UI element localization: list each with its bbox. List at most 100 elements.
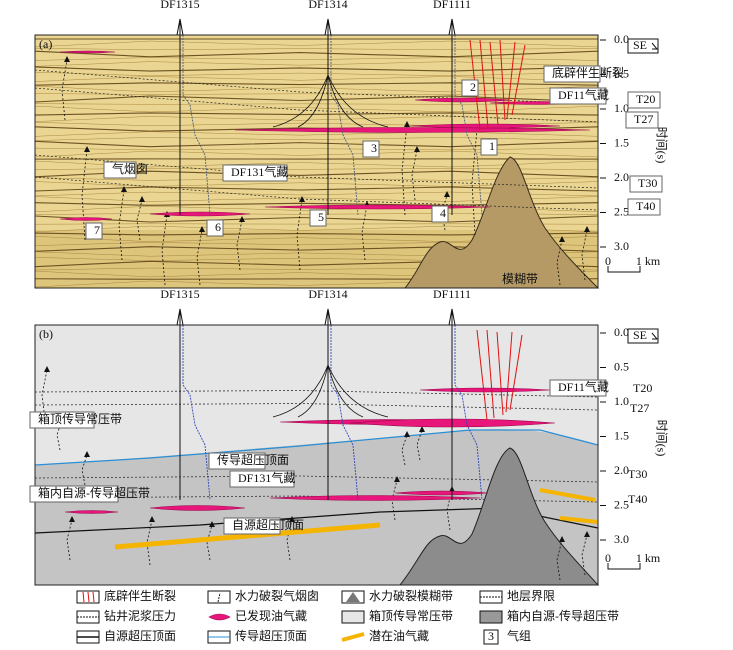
label: (a): [39, 37, 52, 51]
label: T30: [628, 467, 647, 481]
label: 1 km: [636, 254, 661, 268]
seismic-reflector: [34, 137, 599, 141]
diapir-fault: [489, 41, 499, 126]
label: SE: [633, 38, 647, 52]
label: DF1314: [308, 0, 347, 11]
seismic-reflector: [34, 66, 599, 72]
chimney-arrow: [69, 516, 75, 522]
blur-zone: [403, 156, 600, 289]
direction-box: [627, 328, 659, 344]
stratum-boundary: [34, 390, 599, 398]
gas-chimney: [66, 519, 73, 561]
label-box: [206, 219, 224, 237]
chimney-arrow: [64, 56, 70, 62]
gas-chimney: [136, 199, 143, 241]
gas-reservoir: [414, 97, 511, 103]
chimney-arrow: [444, 191, 450, 197]
chimney-arrow: [404, 121, 410, 127]
label: 传导超压顶面: [217, 452, 289, 467]
gas-reservoir: [409, 123, 561, 129]
chimney-arrow: [84, 451, 90, 457]
gas-reservoir: [208, 613, 231, 621]
legend-icon: [479, 610, 503, 624]
gas-reservoir: [234, 127, 591, 133]
label-box: [549, 87, 607, 105]
label: 1 km: [636, 551, 661, 565]
label-box: [29, 485, 119, 503]
label: T20: [633, 381, 652, 395]
label-box: [362, 140, 380, 158]
chimney-arrow: [44, 366, 50, 372]
chimney-arrow: [299, 196, 305, 202]
label: T20: [636, 92, 655, 106]
label: 水力破裂气烟囱: [235, 588, 319, 603]
direction-box: [627, 38, 659, 54]
label: DF1315: [160, 0, 199, 11]
legend-icon: [92, 591, 95, 603]
diapir-fault: [499, 39, 506, 121]
label: 1.5: [614, 135, 629, 149]
seismic-reflector: [34, 150, 599, 158]
label: 3.0: [614, 532, 629, 546]
label: 2.5: [614, 204, 629, 218]
chimney-curve: [272, 74, 329, 128]
label-box: [309, 209, 327, 227]
label: 时间(s): [654, 127, 668, 164]
label: 自源超压顶面: [104, 628, 176, 643]
label: 1.0: [614, 394, 629, 408]
label-box: [29, 411, 95, 429]
label: 水力破裂模糊带: [369, 588, 453, 603]
label: 6: [215, 220, 221, 234]
diapir-fault: [476, 329, 488, 421]
label: 箱顶传导常压带: [38, 411, 122, 426]
label: 钻井泥浆压力: [104, 608, 176, 623]
mud-pressure: [454, 35, 483, 216]
gas-chimney: [81, 149, 88, 241]
mud-pressure: [454, 325, 483, 501]
label: 地层界限: [507, 589, 555, 603]
legend-icon: [87, 591, 90, 603]
conductive-overpressure-top: [34, 429, 599, 466]
label: DF131气藏: [238, 470, 295, 485]
seismic-reflector: [34, 57, 599, 61]
label-box: [627, 198, 661, 216]
label: DF11气藏: [558, 87, 609, 102]
label: DF1111: [433, 287, 471, 301]
legend-icon: [207, 590, 231, 604]
label: 0: [605, 254, 611, 268]
gas-chimney: [411, 149, 418, 201]
label-box: [223, 517, 281, 535]
seismic-reflector: [34, 147, 599, 151]
label-box: [431, 205, 449, 223]
gas-chimney: [196, 229, 203, 286]
label: 时间(s): [654, 420, 668, 457]
chimney-arrow: [84, 146, 90, 152]
label: 2.0: [614, 463, 629, 477]
label: 1: [489, 139, 495, 153]
label-box: [85, 222, 103, 240]
diapir-fault: [511, 44, 526, 116]
chimney-curve: [327, 364, 364, 418]
label-box: [103, 161, 137, 179]
chimney-curve: [327, 74, 364, 128]
label: 已发现油气藏: [235, 608, 307, 623]
label: 箱内自源-传导超压带: [507, 608, 619, 623]
chimney-arrow: [559, 236, 565, 242]
seismic-reflector: [34, 95, 599, 103]
label: T40: [636, 199, 655, 213]
gas-reservoir: [59, 217, 113, 221]
direction-arrow: [651, 42, 659, 50]
label: 底辟伴生断裂: [552, 65, 624, 80]
label-box: [222, 164, 288, 182]
chimney-arrow: [414, 146, 420, 152]
mud-pressure: [182, 325, 211, 501]
legend-icon: [217, 592, 221, 603]
gas-reservoir: [394, 490, 489, 496]
label-box: [625, 111, 659, 129]
gas-reservoir: [64, 510, 119, 514]
label-box: [208, 452, 266, 470]
label-box: [549, 379, 607, 397]
seismic-reflector: [34, 71, 599, 77]
gas-chimney: [401, 124, 408, 216]
gas-chimney: [416, 429, 423, 461]
